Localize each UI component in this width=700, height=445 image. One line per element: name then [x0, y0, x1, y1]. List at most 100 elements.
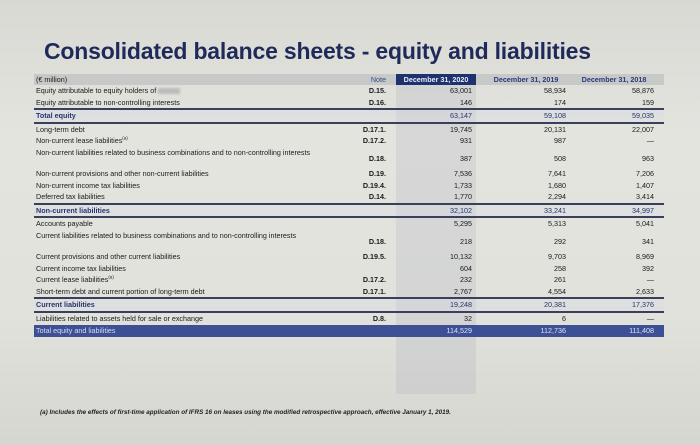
- cell-2020: 1,733: [454, 180, 472, 190]
- row-label: Current income tax liabilities: [36, 263, 126, 273]
- header-note: Note: [370, 75, 386, 84]
- row-label: Equity attributable to non-controlling i…: [36, 97, 180, 107]
- header-2020: December 31, 2020: [396, 74, 476, 85]
- cell-2019: 174: [554, 97, 566, 107]
- cell-2019: 261: [554, 275, 566, 285]
- cell-2018: 1,407: [636, 180, 654, 190]
- cell-2019: 6: [562, 313, 566, 323]
- row-note: D.16.: [368, 97, 386, 107]
- row-note: D.14.: [368, 192, 386, 202]
- row-label: Current lease liabilities(a): [36, 274, 114, 285]
- page-title: Consolidated balance sheets - equity and…: [44, 38, 591, 64]
- row-short-term-debt: Short-term debt and current portion of l…: [34, 286, 664, 298]
- cell-2018: —: [646, 313, 654, 323]
- cell-2020: 10,132: [450, 251, 472, 261]
- row-label: Total equity and liabilities: [36, 325, 116, 335]
- row-note: D.15.: [368, 86, 386, 95]
- row-long-term-debt: Long-term debt D.17.1. 19,745 20,131 22,…: [34, 124, 664, 136]
- cell-2018: —: [646, 275, 654, 285]
- row-current-income-tax: Current income tax liabilities 604 258 3…: [34, 263, 664, 275]
- cell-2018: 7,206: [636, 168, 654, 178]
- cell-2020: 387: [460, 153, 472, 163]
- row-label: Non-current income tax liabilities: [36, 180, 140, 190]
- row-label: Accounts payable: [36, 219, 93, 229]
- cell-2020: 2,767: [454, 286, 472, 296]
- row-current-provisions: Current provisions and other current lia…: [34, 251, 664, 263]
- cell-2019: 58,934: [544, 86, 566, 95]
- cell-2019: 59,108: [544, 111, 566, 121]
- cell-2019: 20,131: [544, 124, 566, 134]
- row-label: Non-current liabilities related to busin…: [36, 147, 311, 157]
- row-deferred-tax: Deferred tax liabilities D.14. 1,770 2,2…: [34, 191, 664, 203]
- cell-2018: 34,997: [632, 205, 654, 215]
- row-current-liabilities-total: Current liabilities 19,248 20,381 17,376: [34, 297, 664, 313]
- cell-2020: 32: [464, 313, 472, 323]
- row-label: Non-current provisions and other non-cur…: [36, 168, 209, 178]
- cell-2019: 4,554: [548, 286, 566, 296]
- cell-2020: 931: [460, 136, 472, 146]
- row-total-equity-and-liabilities: Total equity and liabilities 114,529 112…: [34, 324, 664, 337]
- row-note: D.17.1.: [362, 286, 386, 296]
- row-note: D.19.5.: [362, 251, 386, 261]
- row-non-controlling-interests: Equity attributable to non-controlling i…: [34, 97, 664, 109]
- row-label: Deferred tax liabilities: [36, 192, 105, 202]
- row-non-current-liabilities-total: Non-current liabilities 32,102 33,241 34…: [34, 202, 664, 219]
- cell-2020: 604: [460, 263, 472, 273]
- table-header-row: (€ million) Note December 31, 2020 Decem…: [34, 74, 664, 85]
- row-label: Long-term debt: [36, 124, 85, 134]
- unit-label: (€ million): [36, 75, 68, 84]
- cell-2020: 19,745: [450, 124, 472, 134]
- row-label: Non-current lease liabilities(a): [36, 135, 128, 146]
- cell-2018: 8,969: [636, 251, 654, 261]
- cell-2018: 963: [642, 153, 654, 163]
- row-note: D.17.2.: [362, 275, 386, 285]
- cell-2019: 5,313: [548, 219, 566, 229]
- row-note: D.19.4.: [362, 180, 386, 190]
- redacted-name: [158, 88, 181, 95]
- cell-2018: 2,633: [636, 286, 654, 296]
- row-note: D.18.: [368, 153, 386, 163]
- cell-2020: 114,529: [446, 325, 472, 335]
- row-note: D.18.: [368, 236, 386, 246]
- cell-2020: 19,248: [450, 300, 472, 310]
- row-note: D.19.: [368, 168, 386, 178]
- cell-2018: 58,876: [632, 86, 654, 95]
- row-label: Current liabilities: [36, 300, 95, 310]
- cell-2019: 508: [554, 153, 566, 163]
- cell-2018: 111,408: [629, 325, 654, 335]
- cell-2020: 63,147: [450, 111, 472, 121]
- row-non-current-lease-liabilities: Non-current lease liabilities(a) D.17.2.…: [34, 135, 664, 147]
- cell-2019: 20,381: [544, 300, 566, 310]
- cell-2020: 1,770: [454, 192, 472, 202]
- footnote-marker: (a): [108, 274, 114, 280]
- cell-2019: 33,241: [544, 205, 566, 215]
- column-2020-highlight: [396, 74, 476, 394]
- row-label: Liabilities related to assets held for s…: [36, 313, 204, 323]
- cell-2020: 232: [460, 275, 472, 285]
- row-total-equity: Total equity 63,147 59,108 59,035: [34, 108, 664, 124]
- row-current-lease-liabilities: Current lease liabilities(a) D.17.2. 232…: [34, 274, 664, 286]
- cell-2020: 218: [460, 236, 472, 246]
- row-label: Equity attributable to equity holders of: [36, 85, 326, 97]
- row-current-business-combinations: Current liabilities related to business …: [34, 230, 664, 251]
- row-non-current-income-tax: Non-current income tax liabilities D.19.…: [34, 180, 664, 192]
- cell-2020: 7,536: [454, 168, 472, 178]
- cell-2020: 146: [460, 97, 472, 107]
- row-label: Current liabilities related to business …: [36, 230, 297, 240]
- row-accounts-payable: Accounts payable 5,295 5,313 5,041: [34, 218, 664, 230]
- cell-2018: 59,035: [632, 111, 654, 121]
- row-label: Current provisions and other current lia…: [36, 251, 181, 261]
- cell-2018: 5,041: [636, 219, 654, 229]
- cell-2020: 5,295: [454, 219, 472, 229]
- cell-2019: 112,736: [540, 325, 566, 335]
- cell-2019: 9,703: [548, 251, 566, 261]
- cell-2019: 7,641: [548, 168, 566, 178]
- cell-2019: 258: [554, 263, 566, 273]
- header-2018: December 31, 2018: [581, 75, 647, 84]
- cell-2018: 392: [642, 263, 654, 273]
- row-note: D.17.1.: [362, 124, 386, 134]
- cell-2018: 3,414: [636, 192, 654, 202]
- row-note: D.17.2.: [362, 136, 386, 146]
- cell-2018: —: [646, 136, 654, 146]
- cell-2020: 63,001: [450, 86, 472, 95]
